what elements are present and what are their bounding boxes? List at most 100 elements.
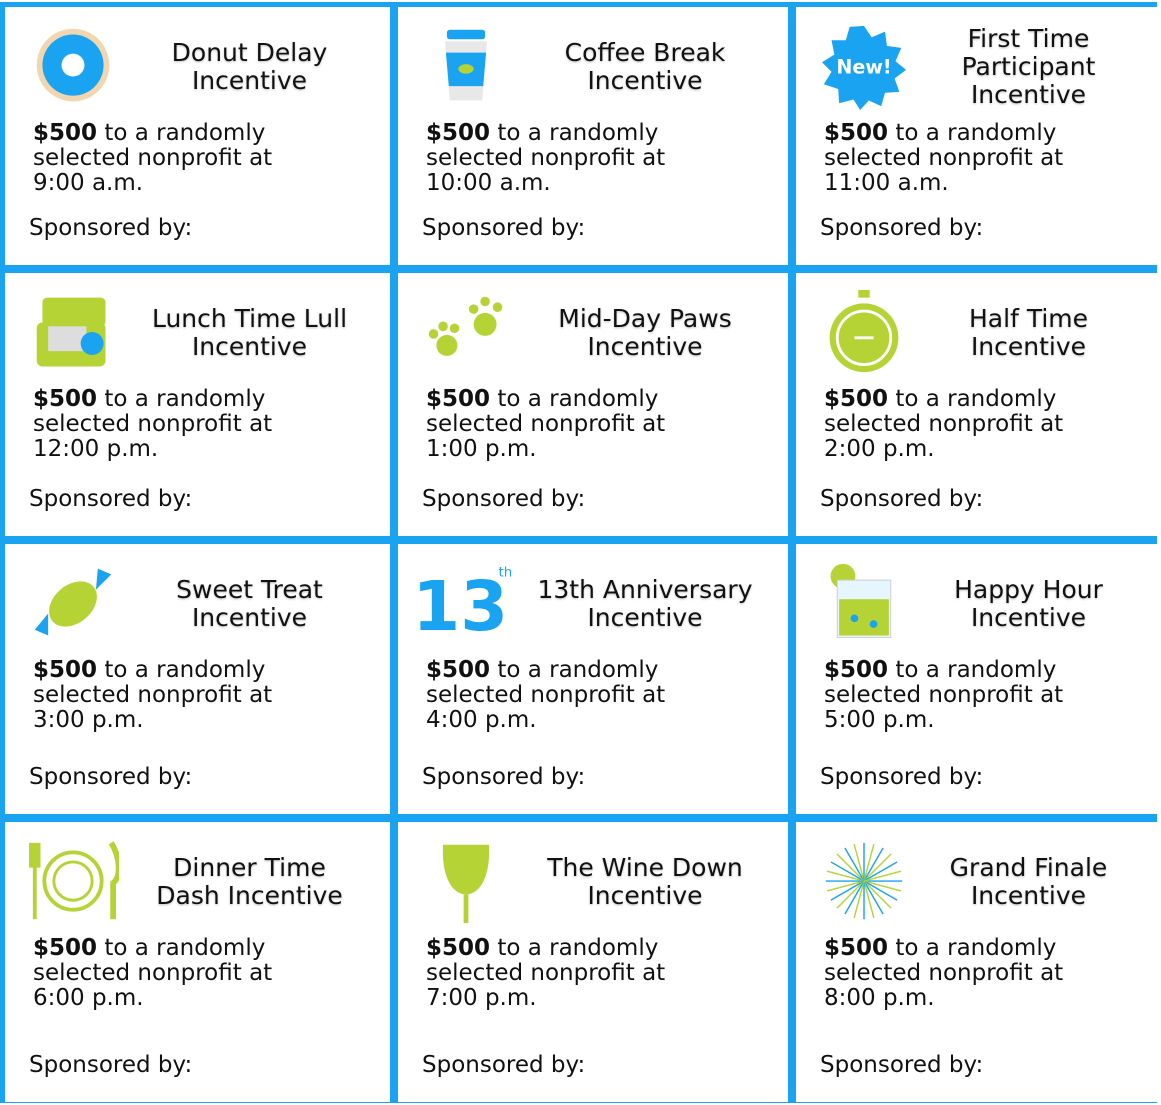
sponsor: Sponsored by: — [820, 764, 983, 790]
title-line: Dinner Time — [119, 854, 380, 882]
incentive-card: Happy HourIncentive $500 to a randomly se… — [796, 544, 1157, 814]
title-line: Incentive — [119, 333, 380, 361]
card-body: $500 to a randomly selected nonprofit at… — [426, 121, 716, 196]
card-body: $500 to a randomly selected nonprofit at… — [824, 936, 1114, 1011]
card-body: $500 to a randomly selected nonprofit at… — [426, 658, 716, 733]
title-line: Half Time — [910, 305, 1147, 333]
title-line: Incentive — [512, 333, 778, 361]
sponsor: Sponsored by: — [29, 215, 192, 241]
card-body: $500 to a randomly selected nonprofit at… — [33, 121, 323, 196]
title-line: Incentive — [910, 882, 1147, 910]
amount: $500 — [426, 935, 490, 961]
title-line: Mid-Day Paws — [512, 305, 778, 333]
amount: $500 — [824, 657, 888, 683]
title-line: Sweet Treat — [119, 576, 380, 604]
card-title: Half TimeIncentive — [910, 305, 1147, 361]
card-body: $500 to a randomly selected nonprofit at… — [33, 387, 323, 462]
sponsor: Sponsored by: — [422, 486, 585, 512]
card-icon — [27, 24, 119, 110]
sponsor: Sponsored by: — [422, 764, 585, 790]
title-line: Grand Finale — [910, 854, 1147, 882]
sponsor: Sponsored by: — [820, 486, 983, 512]
title-line: Happy Hour — [910, 576, 1147, 604]
card-icon — [818, 290, 910, 376]
amount: $500 — [824, 386, 888, 412]
card-body: $500 to a randomly selected nonprofit at… — [824, 121, 1114, 196]
title-line: Incentive — [119, 67, 380, 95]
card-icon — [27, 290, 119, 376]
incentive-card: Coffee BreakIncentive$500 to a randomly … — [398, 7, 788, 265]
amount: $500 — [33, 120, 97, 146]
title-line: The Wine Down — [512, 854, 778, 882]
card-title: 13th AnniversaryIncentive — [512, 576, 778, 632]
amount: $500 — [824, 120, 888, 146]
incentive-grid: Donut DelayIncentive$500 to a randomly s… — [0, 2, 1157, 1103]
title-line: Incentive — [512, 882, 778, 910]
time: 6:00 p.m. — [33, 986, 323, 1011]
card-icon — [27, 561, 119, 647]
amount: $500 — [824, 935, 888, 961]
sponsor: Sponsored by: — [820, 215, 983, 241]
sponsor: Sponsored by: — [820, 1052, 983, 1078]
amount: $500 — [33, 935, 97, 961]
time: 4:00 p.m. — [426, 708, 716, 733]
time: 1:00 p.m. — [426, 437, 716, 462]
amount: $500 — [426, 657, 490, 683]
card-icon — [420, 839, 512, 925]
sponsor: Sponsored by: — [422, 215, 585, 241]
card-body: $500 to a randomly selected nonprofit at… — [824, 387, 1114, 462]
time: 7:00 p.m. — [426, 986, 716, 1011]
card-icon: New! — [818, 24, 910, 110]
card-icon — [420, 290, 512, 376]
time: 12:00 p.m. — [33, 437, 323, 462]
time: 8:00 p.m. — [824, 986, 1114, 1011]
card-body: $500 to a randomly selected nonprofit at… — [824, 658, 1114, 733]
icon-text: 13 — [420, 567, 508, 647]
icon-text: th — [498, 565, 512, 580]
sponsor: Sponsored by: — [29, 1052, 192, 1078]
amount: $500 — [426, 120, 490, 146]
time: 9:00 a.m. — [33, 171, 323, 196]
sponsor: Sponsored by: — [29, 486, 192, 512]
title-line: Dash Incentive — [119, 882, 380, 910]
title-line: Incentive — [910, 333, 1147, 361]
sponsor: Sponsored by: — [422, 1052, 585, 1078]
card-body: $500 to a randomly selected nonprofit at… — [33, 658, 323, 733]
card-icon: 13th — [420, 561, 512, 647]
card-icon — [27, 839, 119, 925]
title-line: Lunch Time Lull — [119, 305, 380, 333]
title-line: 13th Anniversary — [512, 576, 778, 604]
card-icon — [818, 561, 910, 647]
amount: $500 — [33, 386, 97, 412]
title-line: Donut Delay — [119, 39, 380, 67]
title-line: Participant — [910, 53, 1147, 81]
card-icon — [818, 839, 910, 925]
title-line: Coffee Break — [512, 39, 778, 67]
card-icon — [420, 24, 512, 110]
card-title: First TimeParticipantIncentive — [910, 25, 1147, 109]
